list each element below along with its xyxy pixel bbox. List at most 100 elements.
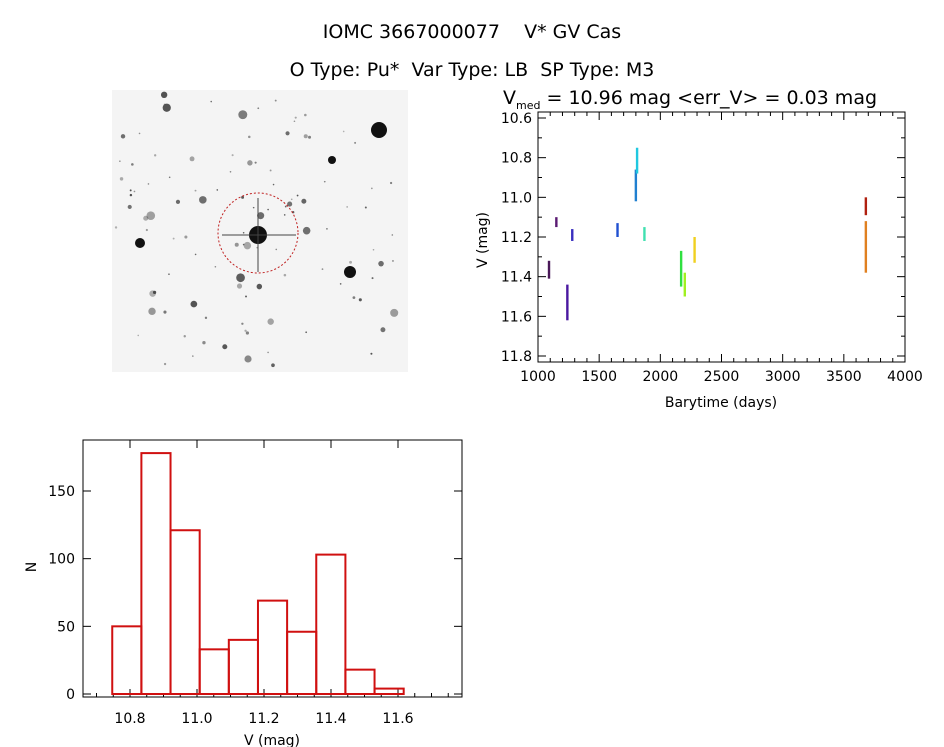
hist-xtick-label: 11.4 (315, 711, 346, 727)
star (342, 130, 345, 133)
lc-ytick-label: 10.8 (501, 151, 532, 167)
star (354, 141, 357, 144)
star (234, 242, 239, 247)
star (284, 205, 287, 208)
star (389, 181, 393, 185)
light-curve-chart: Vmed = 10.96 mag <err_V> = 0.03 mag V (m… (475, 87, 923, 411)
sky-image (112, 90, 408, 372)
lc-data-segment (555, 217, 558, 228)
star (147, 183, 150, 185)
star (305, 331, 308, 334)
hist-bar (227, 638, 259, 695)
lc-ytick-label: 11.0 (501, 190, 532, 206)
star (274, 99, 277, 102)
hist-bar (286, 630, 318, 695)
star (256, 283, 263, 290)
star (199, 196, 207, 204)
star (238, 110, 248, 120)
star (349, 260, 352, 264)
bright-star (135, 238, 145, 248)
star (210, 100, 213, 103)
star (114, 226, 118, 229)
star (308, 135, 312, 139)
lc-ytick-label: 11.6 (501, 309, 532, 325)
star (236, 283, 243, 289)
star (162, 103, 171, 112)
star (160, 91, 168, 98)
lc-data-segment (566, 284, 569, 321)
star (163, 310, 167, 314)
star (244, 355, 252, 363)
star (294, 116, 297, 119)
star (229, 170, 232, 173)
lc-xtick-label: 1000 (520, 369, 556, 385)
star (352, 296, 356, 300)
star (267, 208, 269, 211)
lc-data-segment (683, 272, 686, 297)
star (131, 163, 134, 166)
star (152, 290, 157, 294)
star (241, 322, 244, 325)
star (271, 363, 275, 368)
lc-data-segment (571, 229, 574, 241)
lc-ytick-label: 11.2 (501, 230, 532, 246)
lc-xtick-label: 3000 (765, 369, 801, 385)
star (222, 344, 228, 350)
star (204, 316, 208, 320)
star (146, 211, 156, 221)
hist-ytick-label: 0 (66, 687, 75, 703)
star (283, 214, 286, 216)
star (194, 253, 197, 256)
star (390, 308, 399, 317)
star (216, 189, 219, 191)
hist-bar (140, 452, 172, 695)
lc-data-segment (679, 250, 683, 287)
lc-data-segment (693, 237, 696, 263)
star (391, 234, 394, 236)
star (339, 283, 342, 285)
star (243, 241, 252, 250)
hist-bar (169, 529, 201, 695)
star (129, 189, 132, 192)
star (392, 259, 394, 262)
star (241, 195, 245, 199)
star (184, 235, 188, 239)
star (163, 103, 166, 106)
star (380, 327, 386, 333)
star (323, 180, 326, 183)
star (137, 334, 140, 337)
star (364, 206, 367, 209)
star (370, 352, 373, 355)
star (129, 193, 133, 197)
lc-xtick-label: 2500 (704, 369, 740, 385)
hist-bar (256, 599, 289, 695)
star (143, 215, 149, 221)
star (119, 177, 124, 181)
star (172, 237, 175, 240)
lc-xtick-label: 2000 (643, 369, 679, 385)
star (242, 243, 245, 246)
star (248, 135, 251, 139)
hist-ytick-label: 50 (57, 619, 75, 635)
star (290, 198, 293, 201)
star (192, 355, 194, 357)
hist-bar (111, 625, 143, 695)
star (346, 206, 348, 208)
star (138, 132, 141, 135)
hist-ytick-label: 150 (48, 484, 75, 500)
lc-plot-frame (537, 111, 906, 363)
lc-title: Vmed = 10.96 mag <err_V> = 0.03 mag (503, 87, 877, 112)
lc-ytick-label: 11.8 (501, 349, 532, 365)
star (254, 161, 257, 164)
star (370, 187, 373, 190)
star (257, 212, 265, 220)
star (244, 329, 247, 332)
star (267, 351, 269, 354)
bright-star (328, 156, 336, 164)
star (194, 189, 197, 192)
hist-bar (344, 668, 376, 696)
star (168, 176, 171, 179)
lc-xtick-label: 1500 (581, 369, 617, 385)
star (231, 154, 234, 157)
star (296, 194, 299, 197)
